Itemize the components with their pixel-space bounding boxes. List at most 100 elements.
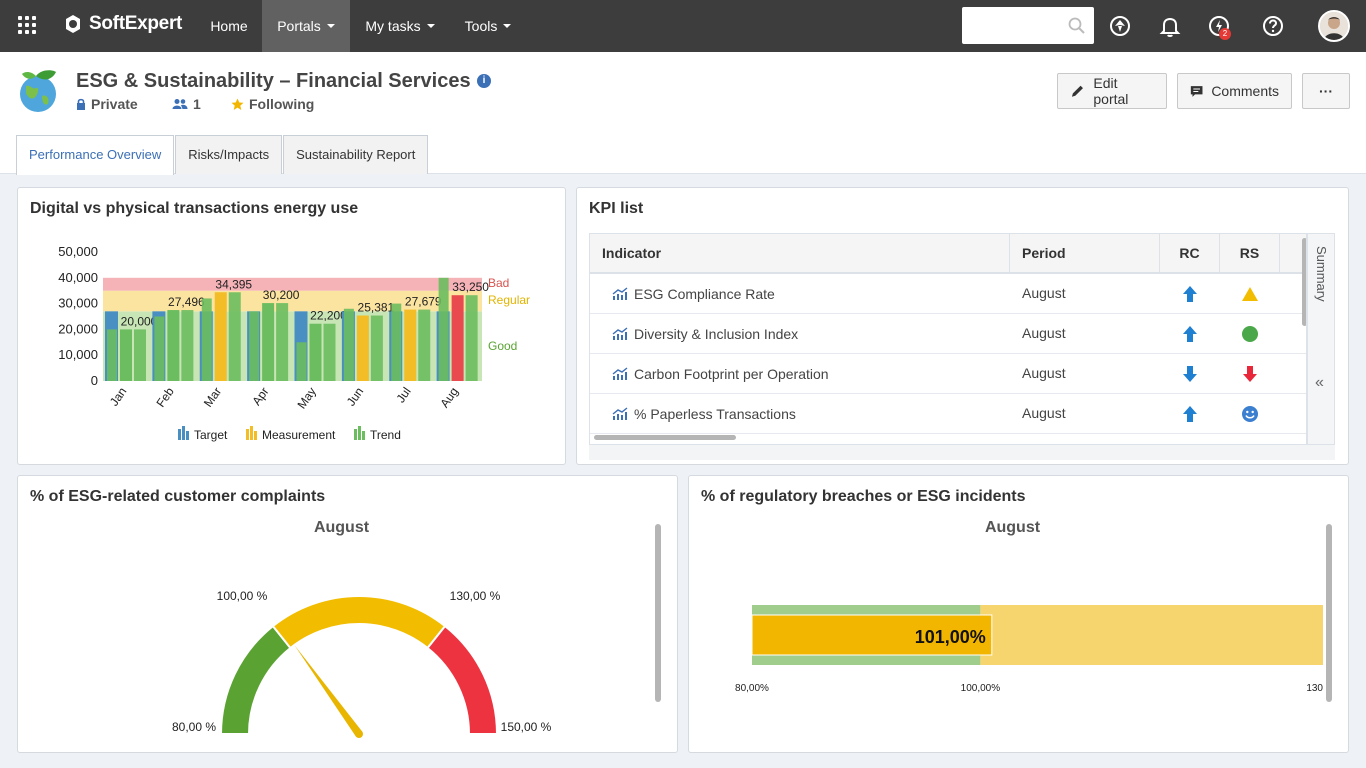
data-label: 27,496 xyxy=(168,295,205,309)
column-header-rs[interactable]: RS xyxy=(1220,234,1280,272)
table-row[interactable]: ESG Compliance Rate August xyxy=(590,274,1306,314)
arrow-up-icon xyxy=(1183,325,1197,342)
indicator-name[interactable]: % Paperless Transactions xyxy=(634,405,796,422)
legend-swatch xyxy=(254,431,257,440)
bell-icon[interactable] xyxy=(1158,14,1182,38)
edit-portal-label: Edit portal xyxy=(1093,75,1129,107)
summary-sidebar-toggle[interactable]: Summary « xyxy=(1307,233,1335,445)
band-label-regular: Regular xyxy=(488,293,530,307)
info-icon[interactable]: i xyxy=(477,74,491,88)
complaints-panel: % of ESG-related customer complaints Aug… xyxy=(17,475,678,753)
help-icon[interactable] xyxy=(1261,14,1285,38)
trend-bar xyxy=(343,308,354,381)
tab-performance-overview[interactable]: Performance Overview xyxy=(16,135,175,175)
nav-home-label: Home xyxy=(210,18,248,34)
green-circle-icon xyxy=(1242,325,1258,342)
indicator-cell: % Paperless Transactions xyxy=(590,394,1010,433)
gauge-band xyxy=(219,624,292,735)
search-input[interactable] xyxy=(962,7,1094,44)
smiley-icon xyxy=(1242,405,1258,422)
members-count[interactable]: 1 xyxy=(172,96,201,112)
table-row[interactable]: % Paperless Transactions August xyxy=(590,394,1306,434)
red-arrow-down-icon xyxy=(1243,365,1257,382)
rc-cell xyxy=(1160,394,1220,433)
indicator-name[interactable]: ESG Compliance Rate xyxy=(634,285,775,302)
legend-swatch xyxy=(186,431,189,440)
tab-sustainability-report[interactable]: Sustainability Report xyxy=(283,135,429,174)
breaches-period: August xyxy=(984,519,1041,536)
trend-bar xyxy=(323,323,336,381)
nav-tools[interactable]: Tools xyxy=(450,0,526,52)
breaches-panel: % of regulatory breaches or ESG incident… xyxy=(688,475,1349,753)
vertical-scrollbar[interactable] xyxy=(1302,238,1306,326)
legend-label: Target xyxy=(194,428,228,442)
data-label: 20,000 xyxy=(121,314,158,328)
period-cell: August xyxy=(1022,325,1066,341)
indicator-name[interactable]: Diversity & Inclusion Index xyxy=(634,325,799,342)
y-tick-label: 30,000 xyxy=(58,296,98,311)
collapse-chevron-icon[interactable]: « xyxy=(1315,374,1324,391)
y-tick-label: 50,000 xyxy=(58,244,98,259)
measurement-bar xyxy=(167,310,180,381)
search-icon[interactable] xyxy=(1068,17,1086,35)
rs-cell xyxy=(1220,314,1280,353)
indicator-trend-icon xyxy=(612,286,628,300)
table-row[interactable]: Diversity & Inclusion Index August xyxy=(590,314,1306,354)
edit-portal-button[interactable]: Edit portal xyxy=(1057,73,1167,109)
data-label: 34,395 xyxy=(215,277,252,291)
gauge-tick-label: 100,00 % xyxy=(217,589,268,603)
nav-portals[interactable]: Portals xyxy=(262,0,350,52)
nav-home[interactable]: Home xyxy=(196,0,262,52)
breaches-bullet-chart: 101,00% 80,00% 100,00% 130 xyxy=(735,605,1323,694)
notification-badge: 2 xyxy=(1219,28,1231,40)
user-avatar[interactable] xyxy=(1318,10,1350,42)
column-header-rc[interactable]: RC xyxy=(1160,234,1220,272)
user-photo-icon xyxy=(1320,12,1348,40)
brand-logo[interactable]: SoftExpert xyxy=(62,13,182,35)
kpi-list-panel: KPI list Indicator Period RC RS ESG Comp… xyxy=(576,187,1349,465)
x-tick-label: Jun xyxy=(344,385,367,409)
softexpert-logo-icon xyxy=(66,15,80,33)
legend-swatch xyxy=(358,426,361,440)
measurement-bar xyxy=(404,309,417,381)
breaches-panel-title: % of regulatory breaches or ESG incident… xyxy=(701,488,1026,505)
y-tick-label: 20,000 xyxy=(58,321,98,336)
visibility-label: Private xyxy=(91,96,138,112)
apps-grid-icon[interactable] xyxy=(18,16,36,34)
legend-swatch xyxy=(178,429,181,440)
page-title: ESG & Sustainability – Financial Service… xyxy=(76,70,471,92)
measurement-bar xyxy=(356,315,369,381)
band-bad xyxy=(103,277,482,291)
brand-name: SoftExpert xyxy=(89,13,183,34)
more-options-button[interactable]: ··· xyxy=(1302,73,1350,109)
measurement-bar xyxy=(120,329,132,381)
energy-use-panel: Digital vs physical transactions energy … xyxy=(17,187,566,465)
trend-bar xyxy=(391,303,402,381)
indicator-trend-icon xyxy=(612,366,628,380)
bullet-value-label: 101,00% xyxy=(915,627,986,647)
vertical-scrollbar[interactable] xyxy=(1326,524,1332,702)
legend-swatch xyxy=(246,429,249,440)
x-tick-label: Apr xyxy=(249,385,271,408)
trend-bar xyxy=(201,298,212,381)
indicator-cell: Carbon Footprint per Operation xyxy=(590,354,1010,393)
legend-label: Trend xyxy=(370,428,401,442)
rs-cell xyxy=(1220,394,1280,433)
trend-bar xyxy=(154,316,165,381)
column-header-period[interactable]: Period xyxy=(1010,234,1160,272)
kpi-table: Indicator Period RC RS ESG Compliance Ra… xyxy=(589,233,1307,445)
column-header-indicator[interactable]: Indicator xyxy=(590,234,1010,272)
vertical-scrollbar[interactable] xyxy=(655,524,661,702)
follow-status[interactable]: Following xyxy=(231,96,314,112)
indicator-name[interactable]: Carbon Footprint per Operation xyxy=(634,365,829,382)
trend-bar xyxy=(465,295,478,381)
navigate-compass-icon[interactable] xyxy=(1108,14,1132,38)
kpi-table-header: Indicator Period RC RS xyxy=(590,234,1306,274)
comments-button[interactable]: Comments xyxy=(1177,73,1292,109)
tab-risks-impacts[interactable]: Risks/Impacts xyxy=(175,135,283,174)
horizontal-scrollbar[interactable] xyxy=(594,435,736,440)
nav-my-tasks[interactable]: My tasks xyxy=(350,0,450,52)
data-label: 25,381 xyxy=(358,301,395,315)
table-row[interactable]: Carbon Footprint per Operation August xyxy=(590,354,1306,394)
trend-bar xyxy=(107,329,117,381)
